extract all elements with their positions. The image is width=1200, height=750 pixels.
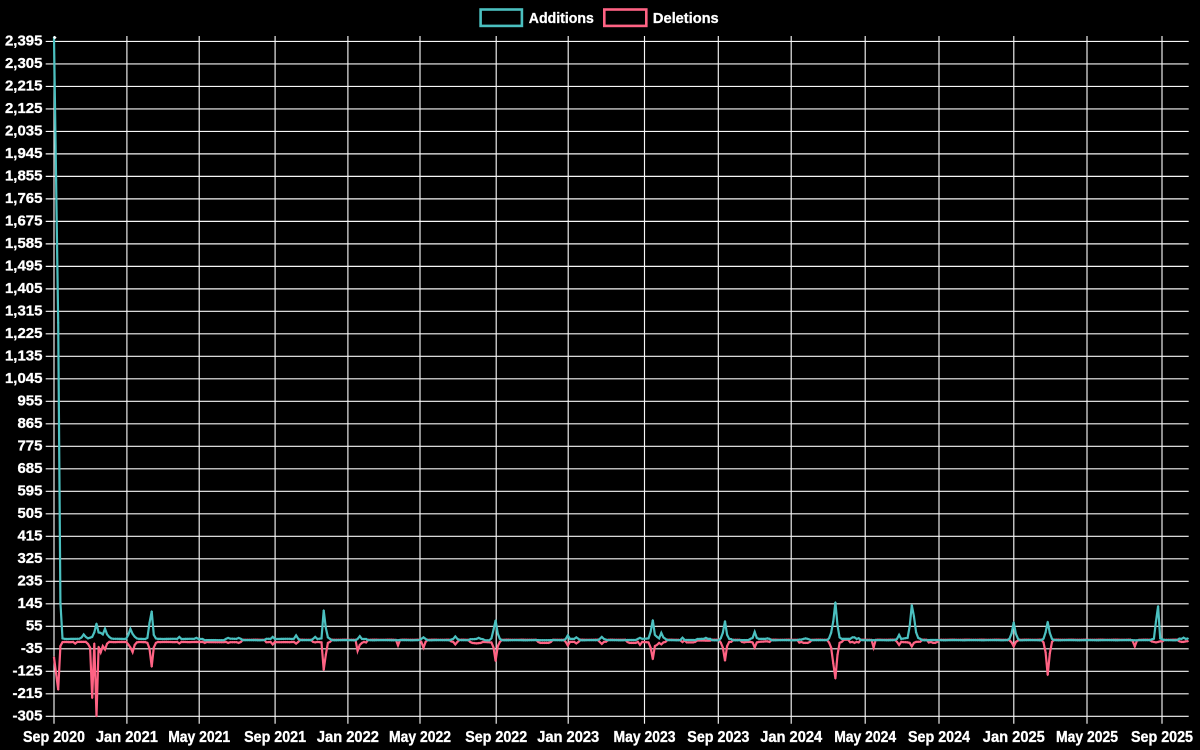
svg-text:Jan 2022: Jan 2022 (317, 729, 379, 746)
svg-text:1,945: 1,945 (5, 145, 43, 162)
svg-text:Sep 2020: Sep 2020 (23, 729, 85, 746)
svg-text:865: 865 (17, 415, 42, 432)
svg-text:2,305: 2,305 (5, 55, 43, 72)
svg-text:1,315: 1,315 (5, 302, 43, 319)
svg-text:Sep 2025: Sep 2025 (1131, 729, 1193, 746)
svg-text:Additions: Additions (529, 10, 594, 27)
svg-text:-305: -305 (12, 707, 42, 724)
svg-text:1,225: 1,225 (5, 325, 43, 342)
svg-text:145: 145 (17, 595, 42, 612)
svg-text:Jan 2023: Jan 2023 (537, 729, 599, 746)
svg-text:May 2022: May 2022 (389, 729, 451, 746)
svg-text:Sep 2022: Sep 2022 (465, 729, 527, 746)
svg-text:Jan 2025: Jan 2025 (983, 729, 1045, 746)
svg-text:1,045: 1,045 (5, 370, 43, 387)
svg-text:1,495: 1,495 (5, 257, 43, 274)
svg-text:Jan 2021: Jan 2021 (96, 729, 158, 746)
svg-text:Jan 2024: Jan 2024 (760, 729, 822, 746)
svg-text:1,765: 1,765 (5, 190, 43, 207)
svg-text:235: 235 (17, 572, 42, 589)
svg-text:1,675: 1,675 (5, 212, 43, 229)
svg-text:415: 415 (17, 527, 42, 544)
svg-text:Sep 2024: Sep 2024 (908, 729, 970, 746)
svg-text:May 2025: May 2025 (1056, 729, 1118, 746)
svg-text:955: 955 (17, 392, 42, 409)
svg-text:325: 325 (17, 550, 42, 567)
svg-text:1,855: 1,855 (5, 167, 43, 184)
svg-text:595: 595 (17, 482, 42, 499)
svg-text:2,125: 2,125 (5, 100, 43, 117)
svg-text:1,585: 1,585 (5, 235, 43, 252)
svg-text:-125: -125 (12, 662, 42, 679)
svg-text:-35: -35 (21, 640, 43, 657)
svg-text:Sep 2021: Sep 2021 (244, 729, 306, 746)
svg-text:505: 505 (17, 505, 42, 522)
svg-text:May 2023: May 2023 (614, 729, 676, 746)
svg-text:Deletions: Deletions (653, 10, 719, 27)
svg-text:1,405: 1,405 (5, 280, 43, 297)
svg-text:2,215: 2,215 (5, 77, 43, 94)
svg-text:1,135: 1,135 (5, 347, 43, 364)
svg-text:-215: -215 (12, 685, 42, 702)
svg-text:Sep 2023: Sep 2023 (687, 729, 749, 746)
svg-text:2,035: 2,035 (5, 122, 43, 139)
svg-text:775: 775 (17, 437, 42, 454)
svg-text:May 2024: May 2024 (834, 729, 896, 746)
svg-text:May 2021: May 2021 (168, 729, 230, 746)
svg-text:685: 685 (17, 460, 42, 477)
svg-text:2,395: 2,395 (5, 33, 43, 50)
svg-text:55: 55 (26, 617, 43, 634)
